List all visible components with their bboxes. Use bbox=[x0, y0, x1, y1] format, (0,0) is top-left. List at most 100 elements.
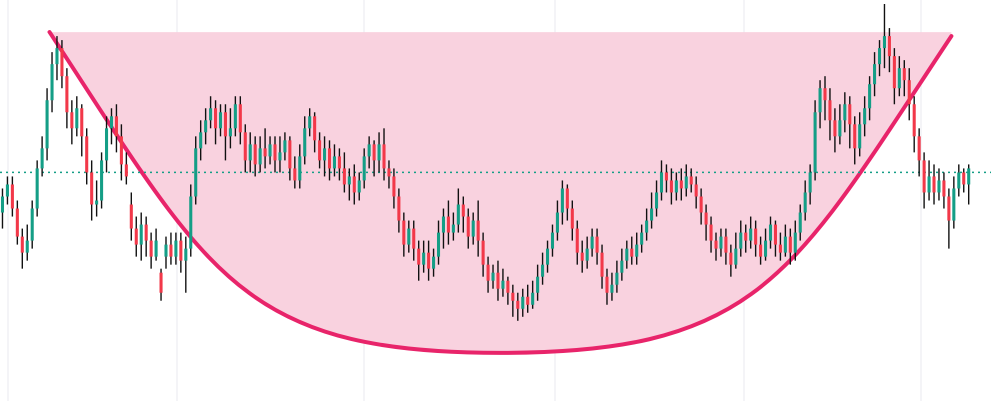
candle-body bbox=[674, 180, 678, 193]
candle-body bbox=[352, 176, 356, 193]
candle-body bbox=[744, 232, 748, 241]
candle-body bbox=[580, 252, 584, 261]
candle-body bbox=[144, 224, 148, 241]
candles-group bbox=[0, 4, 971, 321]
candle-body bbox=[293, 168, 297, 181]
candle-body bbox=[471, 220, 475, 237]
candle-body bbox=[967, 168, 971, 185]
candle-body bbox=[104, 128, 109, 161]
candle-body bbox=[342, 168, 346, 185]
candle-body bbox=[853, 124, 857, 149]
candle-body bbox=[248, 144, 252, 161]
candle-body bbox=[253, 144, 257, 165]
candle-body bbox=[30, 208, 34, 241]
candle-body bbox=[204, 120, 208, 133]
candle-body bbox=[565, 188, 569, 209]
candle-body bbox=[932, 176, 936, 193]
candle-body bbox=[169, 244, 173, 257]
candle-body bbox=[947, 196, 951, 221]
candle-body bbox=[20, 236, 24, 253]
candle-body bbox=[709, 224, 713, 241]
candle-body bbox=[387, 168, 391, 177]
candle-body bbox=[615, 272, 619, 285]
candle-body bbox=[417, 248, 421, 265]
candle-body bbox=[223, 112, 227, 137]
candle-body bbox=[303, 128, 307, 157]
candle-body bbox=[451, 224, 455, 233]
candle-body bbox=[481, 240, 485, 265]
candle-body bbox=[570, 208, 574, 229]
candle-body bbox=[412, 228, 416, 249]
candle-body bbox=[466, 216, 470, 237]
candle-body bbox=[927, 176, 931, 193]
candle-body bbox=[823, 88, 827, 101]
candle-body bbox=[308, 116, 312, 129]
candle-body bbox=[446, 216, 450, 233]
candle-body bbox=[659, 172, 664, 193]
candle-body bbox=[402, 220, 406, 245]
candle-body bbox=[164, 244, 168, 257]
candle-body bbox=[704, 212, 708, 225]
candle-body bbox=[436, 232, 441, 257]
candle-body bbox=[942, 180, 946, 197]
candle-body bbox=[456, 204, 460, 225]
candle-body bbox=[858, 124, 862, 149]
candle-body bbox=[868, 84, 872, 109]
candle-body bbox=[70, 112, 74, 129]
candle-body bbox=[669, 180, 673, 193]
candle-body bbox=[278, 152, 282, 161]
candle-body bbox=[833, 120, 837, 137]
candle-body bbox=[882, 36, 887, 49]
candle-body bbox=[957, 172, 961, 189]
candle-body bbox=[907, 80, 911, 105]
candle-body bbox=[714, 240, 718, 249]
candle-body bbox=[521, 296, 525, 309]
candle-body bbox=[10, 184, 14, 209]
candle-body bbox=[650, 208, 654, 221]
candle-body bbox=[298, 156, 302, 181]
candle-body bbox=[75, 108, 79, 129]
candle-body bbox=[273, 144, 277, 161]
candle-body bbox=[382, 144, 386, 169]
candle-body bbox=[184, 248, 188, 261]
candle-body bbox=[159, 272, 163, 293]
candle-body bbox=[25, 240, 29, 253]
candle-body bbox=[873, 64, 877, 85]
candle-body bbox=[214, 108, 218, 129]
candle-body bbox=[258, 148, 262, 165]
candle-body bbox=[491, 272, 495, 281]
candle-body bbox=[759, 244, 763, 257]
cup-overlay bbox=[47, 30, 954, 355]
candle-body bbox=[461, 204, 465, 217]
candle-body bbox=[545, 248, 550, 265]
candle-body bbox=[719, 236, 723, 249]
candle-body bbox=[625, 248, 629, 261]
candle-body bbox=[808, 172, 812, 193]
candle-body bbox=[45, 100, 49, 149]
candle-body bbox=[238, 104, 242, 133]
candle-body bbox=[372, 144, 376, 161]
candle-body bbox=[50, 64, 54, 101]
candle-body bbox=[392, 176, 396, 197]
candle-body bbox=[0, 196, 5, 213]
candle-body bbox=[397, 196, 401, 221]
candle-body bbox=[679, 180, 683, 189]
candle-body bbox=[803, 192, 807, 213]
candle-body bbox=[347, 176, 351, 185]
candle-body bbox=[768, 224, 773, 241]
candle-body bbox=[337, 156, 341, 169]
candle-body bbox=[749, 228, 753, 241]
candle-body bbox=[754, 228, 758, 245]
candle-body bbox=[179, 240, 183, 261]
candle-body bbox=[283, 140, 287, 153]
candle-body bbox=[85, 136, 89, 173]
candle-body bbox=[798, 212, 802, 233]
candle-body bbox=[506, 280, 510, 293]
candle-body bbox=[362, 156, 366, 181]
candle-body bbox=[694, 184, 698, 197]
candle-body bbox=[937, 180, 941, 193]
candle-body bbox=[199, 132, 203, 149]
candle-body bbox=[124, 164, 128, 177]
candle-body bbox=[427, 252, 431, 269]
